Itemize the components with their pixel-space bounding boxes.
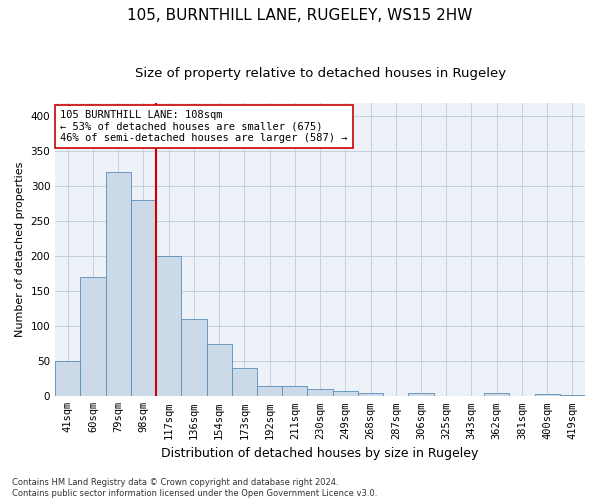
Text: Contains HM Land Registry data © Crown copyright and database right 2024.
Contai: Contains HM Land Registry data © Crown c… bbox=[12, 478, 377, 498]
Bar bbox=[560, 395, 585, 396]
Text: 105 BURNTHILL LANE: 108sqm
← 53% of detached houses are smaller (675)
46% of sem: 105 BURNTHILL LANE: 108sqm ← 53% of deta… bbox=[61, 110, 348, 143]
Bar bbox=[535, 394, 560, 396]
Bar bbox=[307, 390, 332, 396]
Bar bbox=[106, 172, 131, 396]
Y-axis label: Number of detached properties: Number of detached properties bbox=[15, 162, 25, 337]
Bar bbox=[232, 368, 257, 396]
Bar bbox=[181, 320, 206, 396]
Bar bbox=[282, 386, 307, 396]
Bar bbox=[206, 344, 232, 397]
X-axis label: Distribution of detached houses by size in Rugeley: Distribution of detached houses by size … bbox=[161, 447, 479, 460]
Bar bbox=[257, 386, 282, 396]
Bar bbox=[156, 256, 181, 396]
Bar bbox=[332, 392, 358, 396]
Bar bbox=[358, 393, 383, 396]
Bar bbox=[409, 393, 434, 396]
Bar bbox=[55, 362, 80, 396]
Bar bbox=[484, 393, 509, 396]
Bar bbox=[131, 200, 156, 396]
Bar bbox=[80, 278, 106, 396]
Title: Size of property relative to detached houses in Rugeley: Size of property relative to detached ho… bbox=[134, 68, 506, 80]
Text: 105, BURNTHILL LANE, RUGELEY, WS15 2HW: 105, BURNTHILL LANE, RUGELEY, WS15 2HW bbox=[127, 8, 473, 22]
